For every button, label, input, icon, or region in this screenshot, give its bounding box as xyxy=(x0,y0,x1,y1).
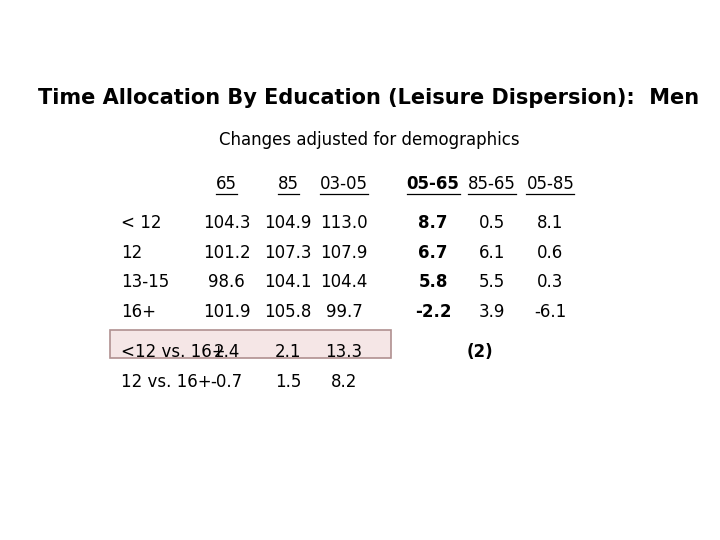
Text: 104.3: 104.3 xyxy=(203,214,251,233)
Text: 98.6: 98.6 xyxy=(208,273,245,291)
Text: 1.5: 1.5 xyxy=(275,373,301,392)
Text: 0.3: 0.3 xyxy=(537,273,564,291)
Text: 104.9: 104.9 xyxy=(264,214,312,233)
Text: 0.5: 0.5 xyxy=(479,214,505,233)
Text: 2.1: 2.1 xyxy=(275,343,302,361)
Text: 113.0: 113.0 xyxy=(320,214,368,233)
Text: -2.2: -2.2 xyxy=(415,302,451,321)
Text: 12: 12 xyxy=(121,244,142,261)
Text: 105.8: 105.8 xyxy=(264,302,312,321)
Text: 107.9: 107.9 xyxy=(320,244,368,261)
Text: 6.7: 6.7 xyxy=(418,244,448,261)
Text: 5.8: 5.8 xyxy=(418,273,448,291)
Text: 85: 85 xyxy=(278,175,299,193)
FancyBboxPatch shape xyxy=(109,329,392,358)
Text: 05-65: 05-65 xyxy=(407,175,459,193)
Text: 101.2: 101.2 xyxy=(203,244,251,261)
Text: 16+: 16+ xyxy=(121,302,156,321)
Text: -6.1: -6.1 xyxy=(534,302,567,321)
Text: 104.4: 104.4 xyxy=(320,273,368,291)
Text: <12 vs. 16+: <12 vs. 16+ xyxy=(121,343,225,361)
Text: 6.1: 6.1 xyxy=(479,244,505,261)
Text: -0.7: -0.7 xyxy=(211,373,243,392)
Text: 8.1: 8.1 xyxy=(537,214,564,233)
Text: 104.1: 104.1 xyxy=(264,273,312,291)
Text: 85-65: 85-65 xyxy=(468,175,516,193)
Text: (2): (2) xyxy=(467,343,493,361)
Text: 99.7: 99.7 xyxy=(325,302,362,321)
Text: 5.5: 5.5 xyxy=(479,273,505,291)
Text: 65: 65 xyxy=(216,175,237,193)
Text: < 12: < 12 xyxy=(121,214,161,233)
Text: 0.6: 0.6 xyxy=(537,244,564,261)
Text: Time Allocation By Education (Leisure Dispersion):  Men: Time Allocation By Education (Leisure Di… xyxy=(38,87,700,107)
Text: 107.3: 107.3 xyxy=(264,244,312,261)
Text: 05-85: 05-85 xyxy=(526,175,575,193)
Text: 13-15: 13-15 xyxy=(121,273,169,291)
Text: 101.9: 101.9 xyxy=(203,302,251,321)
Text: 2.4: 2.4 xyxy=(214,343,240,361)
Text: Changes adjusted for demographics: Changes adjusted for demographics xyxy=(219,131,519,150)
Text: 13.3: 13.3 xyxy=(325,343,362,361)
Text: 8.7: 8.7 xyxy=(418,214,448,233)
Text: 8.2: 8.2 xyxy=(330,373,357,392)
Text: 12 vs. 16+: 12 vs. 16+ xyxy=(121,373,211,392)
Text: 03-05: 03-05 xyxy=(320,175,368,193)
Text: 3.9: 3.9 xyxy=(479,302,505,321)
